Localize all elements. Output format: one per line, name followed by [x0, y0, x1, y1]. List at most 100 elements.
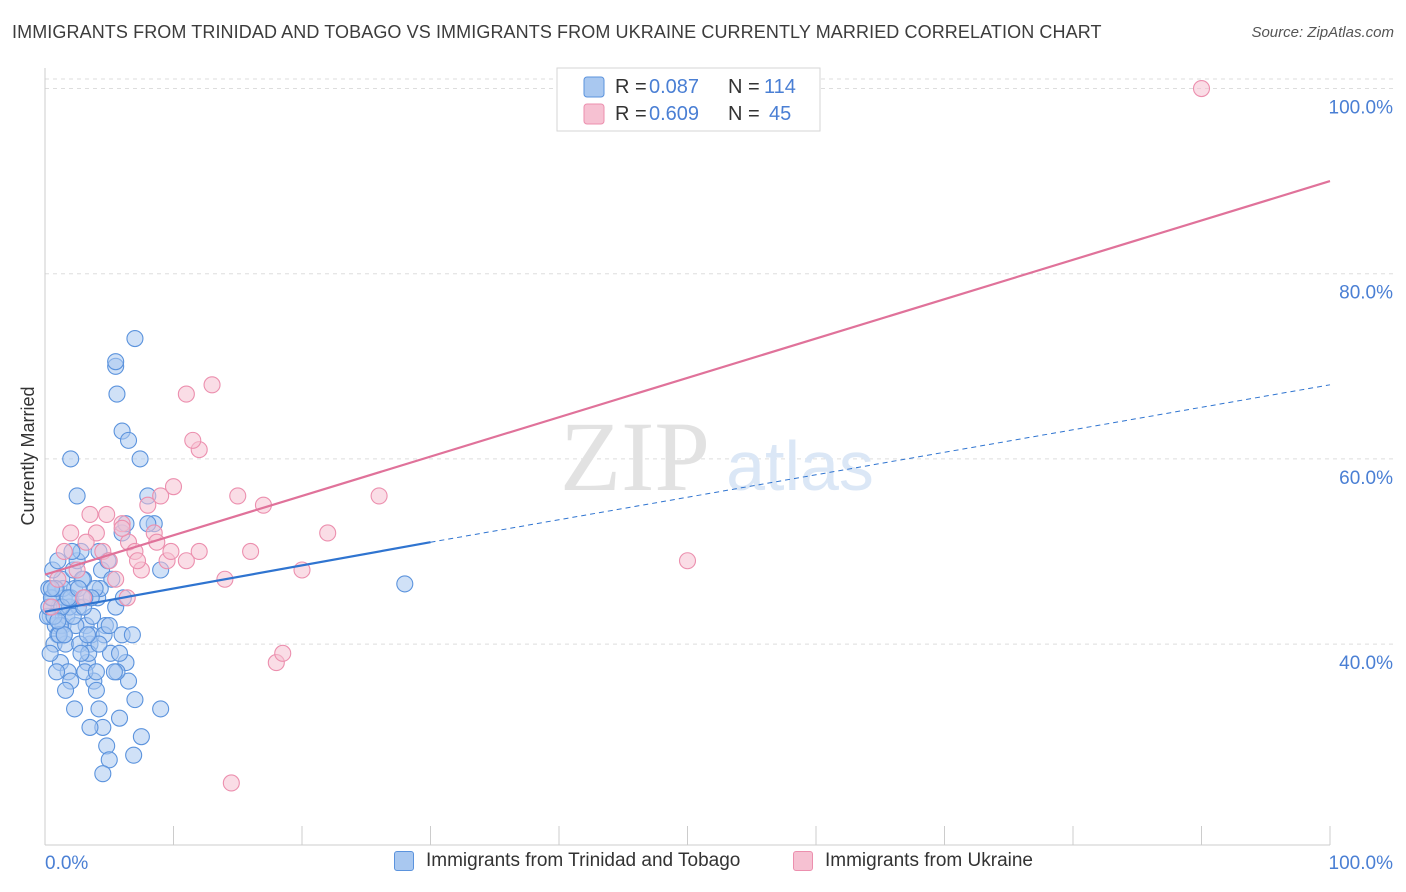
data-point-trinidad — [78, 626, 96, 644]
x-tick-label-max: 100.0% — [1329, 853, 1394, 874]
bottom-legend-label-trinidad: Immigrants from Trinidad and Tobago — [426, 850, 741, 871]
data-point-trinidad — [55, 626, 73, 644]
chart-title: IMMIGRANTS FROM TRINIDAD AND TOBAGO VS I… — [12, 22, 1102, 42]
trend-line-trinidad-extension — [430, 384, 1331, 543]
data-point-ukraine — [678, 552, 697, 570]
points-layer — [39, 79, 1211, 792]
data-point-trinidad — [123, 626, 141, 644]
data-point-trinidad — [110, 709, 129, 727]
data-point-ukraine — [98, 505, 116, 523]
data-point-trinidad — [87, 663, 105, 681]
data-point-ukraine — [242, 542, 260, 561]
top-legend: R = 0.087 N = 114 R = 0.609 N = 45 — [556, 67, 821, 132]
legend-r-label-1: R = — [615, 76, 647, 98]
data-point-trinidad — [68, 487, 86, 505]
data-point-trinidad — [48, 663, 66, 681]
trend-layer — [44, 180, 1331, 613]
data-point-trinidad — [131, 450, 149, 468]
data-point-ukraine — [113, 519, 131, 537]
y-axis-label: Currently Married — [18, 386, 38, 525]
data-point-ukraine — [81, 505, 99, 523]
data-point-trinidad — [132, 728, 150, 746]
legend-n-label-1: N = — [728, 76, 760, 98]
svg-text:R = 0.087 N =: R = 0.087 N = 114 — [615, 76, 796, 98]
data-point-ukraine — [190, 542, 208, 561]
legend-r-value-2: 0.609 — [649, 103, 699, 125]
data-point-ukraine — [274, 644, 292, 662]
data-point-trinidad — [57, 681, 75, 699]
data-point-trinidad — [152, 700, 170, 718]
legend-r-value-1: 0.087 — [649, 76, 699, 98]
watermark: ZIP atlas — [560, 401, 874, 512]
data-point-ukraine — [77, 533, 95, 551]
tick-labels: 40.0% 60.0% 80.0% 100.0% 0.0% 100.0% — [45, 98, 1393, 874]
top-legend-swatch-blue — [583, 76, 605, 98]
watermark-atlas: atlas — [726, 427, 874, 505]
legend-swatch-blue — [394, 851, 414, 871]
y-tick-label: 100.0% — [1329, 98, 1394, 119]
data-point-trinidad — [396, 575, 414, 593]
data-point-trinidad — [119, 431, 138, 449]
data-point-trinidad — [100, 617, 118, 635]
data-point-ukraine — [49, 570, 67, 588]
data-point-trinidad — [66, 700, 84, 718]
data-point-trinidad — [105, 663, 123, 681]
y-tick-label: 40.0% — [1339, 653, 1393, 674]
data-point-trinidad — [107, 353, 125, 371]
svg-text:R = 0.609 N =: R = 0.609 N = 45 — [615, 103, 791, 125]
axes-layer — [44, 68, 1331, 846]
data-point-trinidad — [94, 765, 112, 783]
data-point-ukraine — [152, 487, 170, 505]
y-tick-label: 80.0% — [1339, 283, 1393, 304]
data-point-trinidad — [62, 450, 80, 468]
data-point-ukraine — [139, 496, 157, 514]
data-point-ukraine — [177, 552, 195, 570]
legend-n-value-1: 114 — [764, 76, 796, 98]
bottom-legend-item-ukraine: Immigrants from Ukraine — [793, 850, 1033, 872]
data-point-ukraine — [1192, 79, 1211, 98]
top-legend-swatch-pink — [583, 103, 605, 125]
data-point-trinidad — [98, 737, 116, 755]
data-point-ukraine — [107, 570, 125, 588]
data-point-trinidad — [72, 644, 90, 662]
bottom-legend-label-ukraine: Immigrants from Ukraine — [825, 850, 1033, 871]
data-point-trinidad — [126, 691, 144, 709]
data-point-trinidad — [49, 612, 67, 630]
data-point-ukraine — [42, 598, 60, 616]
y-tick-label: 60.0% — [1339, 468, 1393, 489]
data-point-ukraine — [164, 478, 183, 496]
data-point-trinidad — [119, 672, 138, 690]
data-point-ukraine — [184, 431, 202, 449]
data-point-trinidad — [100, 751, 118, 769]
legend-n-value-2: 45 — [769, 103, 791, 125]
data-point-ukraine — [55, 542, 73, 561]
data-point-trinidad — [41, 644, 59, 662]
data-point-trinidad — [90, 635, 108, 653]
data-point-ukraine — [128, 552, 147, 570]
data-point-trinidad — [110, 644, 129, 662]
legend-r-label-2: R = — [615, 103, 647, 125]
data-point-trinidad — [126, 329, 144, 348]
legend-swatch-pink — [793, 851, 813, 871]
data-point-ukraine — [62, 524, 80, 542]
data-point-ukraine — [370, 487, 388, 505]
data-point-ukraine — [229, 487, 247, 505]
data-point-ukraine — [222, 774, 240, 792]
data-point-trinidad — [90, 700, 108, 718]
bottom-legend-item-trinidad: Immigrants from Trinidad and Tobago — [394, 850, 740, 872]
trend-line-trinidad — [44, 541, 431, 613]
data-point-ukraine — [177, 385, 195, 403]
data-point-ukraine — [162, 542, 180, 561]
watermark-zip: ZIP — [560, 401, 710, 512]
bottom-legend: Immigrants from Trinidad and Tobago Immi… — [0, 850, 1406, 880]
data-point-trinidad — [125, 746, 143, 764]
data-point-ukraine — [319, 524, 337, 542]
data-point-trinidad — [108, 385, 126, 403]
data-point-ukraine — [203, 376, 221, 394]
x-tick-label-min: 0.0% — [45, 853, 88, 874]
trend-line-ukraine — [44, 180, 1331, 576]
data-point-trinidad — [81, 718, 99, 736]
legend-n-label-2: N = — [728, 103, 760, 125]
data-point-trinidad — [87, 681, 105, 699]
